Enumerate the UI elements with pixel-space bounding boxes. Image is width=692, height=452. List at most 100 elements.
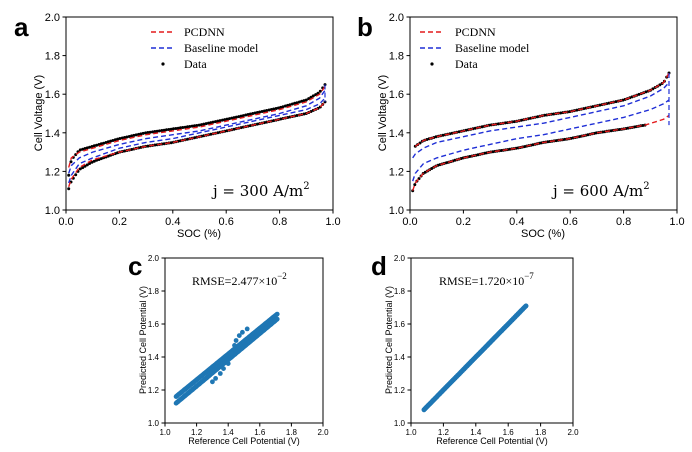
- data-point-a-data_charge-28: [132, 133, 136, 137]
- data-point-a-data_charge-5: [78, 148, 82, 152]
- chart-panel-c: 1.0 1.2 1.4 1.6 1.8 2.0 1.0 1.2 1.4 1.6 1.8 2.0 Ref…: [138, 254, 329, 446]
- x-tick-label-c-0: 1.0: [159, 428, 171, 437]
- tick-group-d: 1.0 1.2 1.4 1.6 1.8 2.0 1.0 1.2 1.4 1.6 1.8 2.0: [394, 254, 579, 437]
- data-point-a-data_charge-71: [232, 116, 236, 120]
- scatter-outlier-c-2: [221, 366, 226, 371]
- axes-frame-c: [164, 257, 324, 424]
- x-tick-label-b-1: 0.2: [456, 216, 471, 228]
- y-tick-label-d-1: 1.2: [394, 386, 406, 395]
- y-axis-label-d: Predicted Cell Potential (V): [384, 286, 394, 394]
- scatter-outlier-c-0: [213, 376, 219, 381]
- y-tick-label-b-5: 2.0: [389, 12, 404, 24]
- x-tick-label-b-3: 0.6: [563, 216, 578, 228]
- data-point-a-data_charge-29: [134, 133, 138, 137]
- data-point-a-data_charge-40: [160, 129, 164, 132]
- x-tick-label-b-4: 0.8: [616, 216, 631, 228]
- rmse-text-d: RMSE=1.720×10: [439, 274, 524, 288]
- data-point-a-data_charge-75: [241, 114, 245, 118]
- scatter-outlier-c-4: [229, 351, 234, 357]
- data-point-a-data_charge-51: [186, 125, 189, 129]
- data-point-a-data_charge-82: [258, 110, 262, 114]
- data-point-a-data_discharge-17: [106, 154, 110, 158]
- y-tick-label-b-2: 1.4: [389, 128, 404, 140]
- data-point-a-data_charge-17: [106, 140, 110, 144]
- data-point-a-data_charge-60: [207, 121, 210, 125]
- data-point-a-data_charge-6: [81, 147, 85, 151]
- y-tick-label-a-3: 1.6: [45, 89, 60, 101]
- data-point-a-data_charge-66: [221, 118, 224, 122]
- y-tick-label-b-0: 1.0: [389, 205, 404, 217]
- data-point-a-data_charge-19: [111, 139, 115, 142]
- scatter-outlier-c-10: [233, 338, 239, 343]
- data-point-b-data_charge-80: [598, 103, 602, 107]
- data-point-a-data_discharge-81: [255, 122, 259, 126]
- x-axis-label-a: SOC (%): [177, 228, 221, 240]
- data-point-a-data_charge-23: [120, 136, 124, 140]
- data-point-a-data_charge-69: [228, 117, 231, 121]
- data-point-a-data_charge-64: [216, 119, 220, 123]
- data-point-a-data_charge-63: [214, 120, 217, 124]
- data-point-a-data_charge-74: [239, 114, 243, 118]
- data-point-a-data_charge-108: [318, 89, 322, 93]
- rmse-sup-c: −2: [277, 271, 287, 281]
- y-tick-label-c-4: 1.8: [148, 287, 160, 296]
- data-point-a-data_discharge-14: [99, 157, 103, 161]
- data-point-b-data_charge-43: [513, 120, 516, 124]
- data-point-a-data_charge-41: [162, 128, 166, 132]
- legend-swatch-data-a: [161, 62, 165, 66]
- data-point-a-data_charge-14: [99, 142, 103, 146]
- data-point-a-data_charge-48: [179, 126, 182, 130]
- data-point-a-data_discharge-10: [90, 160, 94, 164]
- data-point-b-data_charge-100: [644, 90, 648, 94]
- scatter-point-d-140-1: [523, 303, 529, 309]
- x-tick-label-d-0: 1.0: [405, 428, 417, 437]
- data-point-a-data_charge-72: [234, 115, 238, 119]
- x-tick-label-b-0: 0.0: [402, 216, 417, 228]
- tick-group-c: 1.0 1.2 1.4 1.6 1.8 2.0 1.0 1.2 1.4 1.6 1.8 2.0: [148, 254, 329, 437]
- data-point-a-data_charge-105: [311, 94, 315, 98]
- y-tick-label-c-0: 1.0: [148, 419, 160, 428]
- data-point-a-data_charge-95: [288, 103, 292, 107]
- data-point-a-data_charge-49: [181, 126, 185, 129]
- x-tick-label-b-2: 0.4: [509, 216, 524, 228]
- data-point-b-data_charge-46: [519, 118, 523, 122]
- y-tick-label-c-5: 2.0: [148, 254, 160, 263]
- x-tick-label-d-4: 1.8: [535, 428, 547, 437]
- x-tick-label-d-2: 1.4: [470, 428, 482, 437]
- data-point-a-data_charge-59: [204, 122, 208, 126]
- data-point-a-data_charge-27: [130, 134, 134, 138]
- data-point-a-data_charge-18: [109, 139, 113, 143]
- data-point-a-data_charge-90: [276, 106, 280, 110]
- data-point-a-data_discharge-0: [67, 187, 71, 191]
- data-point-a-data_charge-96: [290, 102, 294, 106]
- y-tick-label-d-5: 2.0: [394, 254, 406, 263]
- panel-letter-c: c: [128, 251, 142, 281]
- baseline-line-b-baseline_discharge: [412, 99, 670, 182]
- data-point-a-data_charge-1: [69, 160, 73, 164]
- legend-b: PCDNN Baseline model Data: [420, 25, 530, 71]
- data-point-b-data_charge-12: [441, 133, 445, 137]
- data-point-a-data_charge-50: [183, 125, 187, 129]
- y-tick-label-d-3: 1.6: [394, 320, 406, 329]
- data-point-a-data_charge-45: [172, 127, 175, 131]
- y-tick-label-c-2: 1.4: [148, 353, 160, 362]
- data-point-a-data_charge-55: [195, 124, 199, 127]
- data-point-a-data_charge-30: [137, 132, 141, 136]
- data-point-a-data_charge-62: [211, 120, 215, 124]
- y-tick-label-d-0: 1.0: [394, 419, 406, 428]
- data-point-a-data_charge-92: [281, 105, 285, 109]
- data-point-b-data_discharge-6: [423, 170, 427, 174]
- data-point-a-data_charge-47: [176, 126, 180, 130]
- rmse-sup-d: −7: [524, 271, 534, 281]
- data-point-a-data_charge-54: [193, 124, 196, 128]
- baseline-line-a-baseline_discharge: [68, 97, 326, 184]
- y-axis-label-a: Cell Voltage (V): [33, 75, 45, 151]
- data-point-a-data_charge-9: [88, 145, 92, 149]
- y-tick-label-a-2: 1.4: [45, 128, 60, 140]
- data-point-a-data_discharge-88: [272, 119, 276, 123]
- data-point-a-data_discharge-44: [169, 141, 173, 145]
- data-point-a-data_charge-89: [274, 107, 278, 110]
- data-point-a-data_charge-91: [279, 105, 283, 109]
- x-tick-label-a-1: 0.2: [112, 216, 127, 228]
- data-point-a-data_charge-87: [269, 108, 273, 111]
